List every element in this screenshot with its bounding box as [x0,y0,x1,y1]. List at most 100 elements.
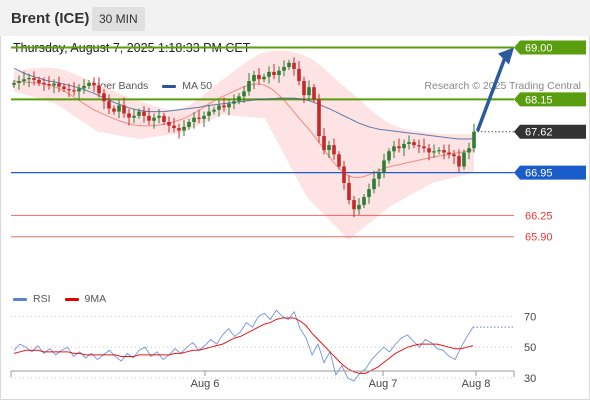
chart-header: Brent (ICE) 30 MIN [0,0,590,36]
candle-body [257,74,261,80]
candle-body [62,86,66,90]
candle-body [282,67,286,71]
level-label-69.00: 69.00 [525,43,553,55]
candle-body [362,197,366,205]
level-tag-67.62 [514,124,586,139]
x-tick-label: Aug 8 [462,378,491,390]
candle-body [32,78,36,80]
candle-body [417,145,421,147]
candle-body [162,115,166,122]
candle-body [57,83,61,87]
candle-body [237,96,241,102]
ma9-swatch [64,297,79,301]
candle-body [432,151,436,153]
candle-body [382,160,386,173]
candle-body [317,99,321,137]
candle-body [112,108,116,112]
candle-body [267,71,271,77]
candle-body [12,82,16,85]
candle-body [27,78,31,80]
candle-body [427,148,431,153]
candle-body [127,113,131,118]
candle-body [352,200,356,210]
candle-body [347,182,351,201]
copyright-text: Research © 2025 Trading Central [424,80,581,92]
candle-body [287,62,291,68]
candle-body [232,101,236,104]
level-label-68.15: 68.15 [525,94,553,106]
candle-body [47,84,51,86]
candle-body [117,105,121,112]
candle-body [337,154,341,167]
candle-body [292,62,296,69]
candle-body [197,117,201,119]
level-label-65.90: 65.90 [525,232,553,244]
legend-ma50: MA 50 [162,80,212,92]
ma50-swatch [162,84,177,88]
candle-body [247,81,251,92]
x-tick-label: Aug 7 [369,378,398,390]
level-tag-69.00 [514,40,586,55]
candle-body [147,115,151,121]
bollinger-band-area [14,50,474,240]
candle-body [342,166,346,183]
candle-body [262,76,266,80]
candle-body [222,105,226,108]
candle-body [442,150,446,153]
candle-body [252,74,256,82]
target-arrow-head [498,47,514,65]
rsi-tick-label: 70 [524,311,536,323]
candle-body [142,111,146,116]
legend-rsi: RSI [13,293,51,305]
candle-body [22,79,26,82]
ma9-line [13,317,474,374]
target-arrow-shaft [476,55,507,132]
candle-body [42,82,46,85]
candle-body [102,93,106,102]
candle-body [202,115,206,119]
candle-body [242,91,246,97]
candle-body [472,131,476,149]
candle-body [372,178,376,190]
candle-body [17,81,21,83]
rsi-legend: RSI 9MA [13,293,120,305]
level-label-66.25: 66.25 [525,210,553,222]
timeframe-badge[interactable]: 30 MIN [92,7,145,31]
level-label-67.62: 67.62 [525,127,553,139]
candle-body [272,71,276,75]
candle-body [322,136,326,151]
candle-body [182,126,186,131]
candle-body [87,82,91,86]
candle-body [457,156,461,167]
candle-body [92,82,96,86]
candle-body [107,101,111,109]
legend-rsi-label: RSI [33,293,51,305]
candle-body [172,125,176,129]
candle-body [137,111,141,116]
candle-body [67,89,71,91]
rsi-swatch [13,297,27,301]
candle-body [82,85,86,89]
candle-body [357,204,361,210]
candle-body [132,115,136,118]
candle-body [467,148,471,153]
rsi-tick-label: 50 [524,342,536,354]
candle-body [307,87,311,96]
candle-body [387,151,391,161]
candle-body [437,150,441,152]
rsi-tick-label: 30 [524,373,536,385]
candle-body [452,154,456,157]
candle-body [227,103,231,108]
candle-body [167,121,171,126]
candle-body [397,146,401,149]
candle-body [332,145,336,155]
candle-body [52,83,56,86]
candle-body [462,152,466,167]
candle-body [187,121,191,127]
candle-body [447,152,451,155]
instrument-title: Brent (ICE) [11,10,90,27]
candle-body [77,88,81,92]
candle-body [327,145,331,151]
x-tick-label: Aug 6 [191,378,220,390]
